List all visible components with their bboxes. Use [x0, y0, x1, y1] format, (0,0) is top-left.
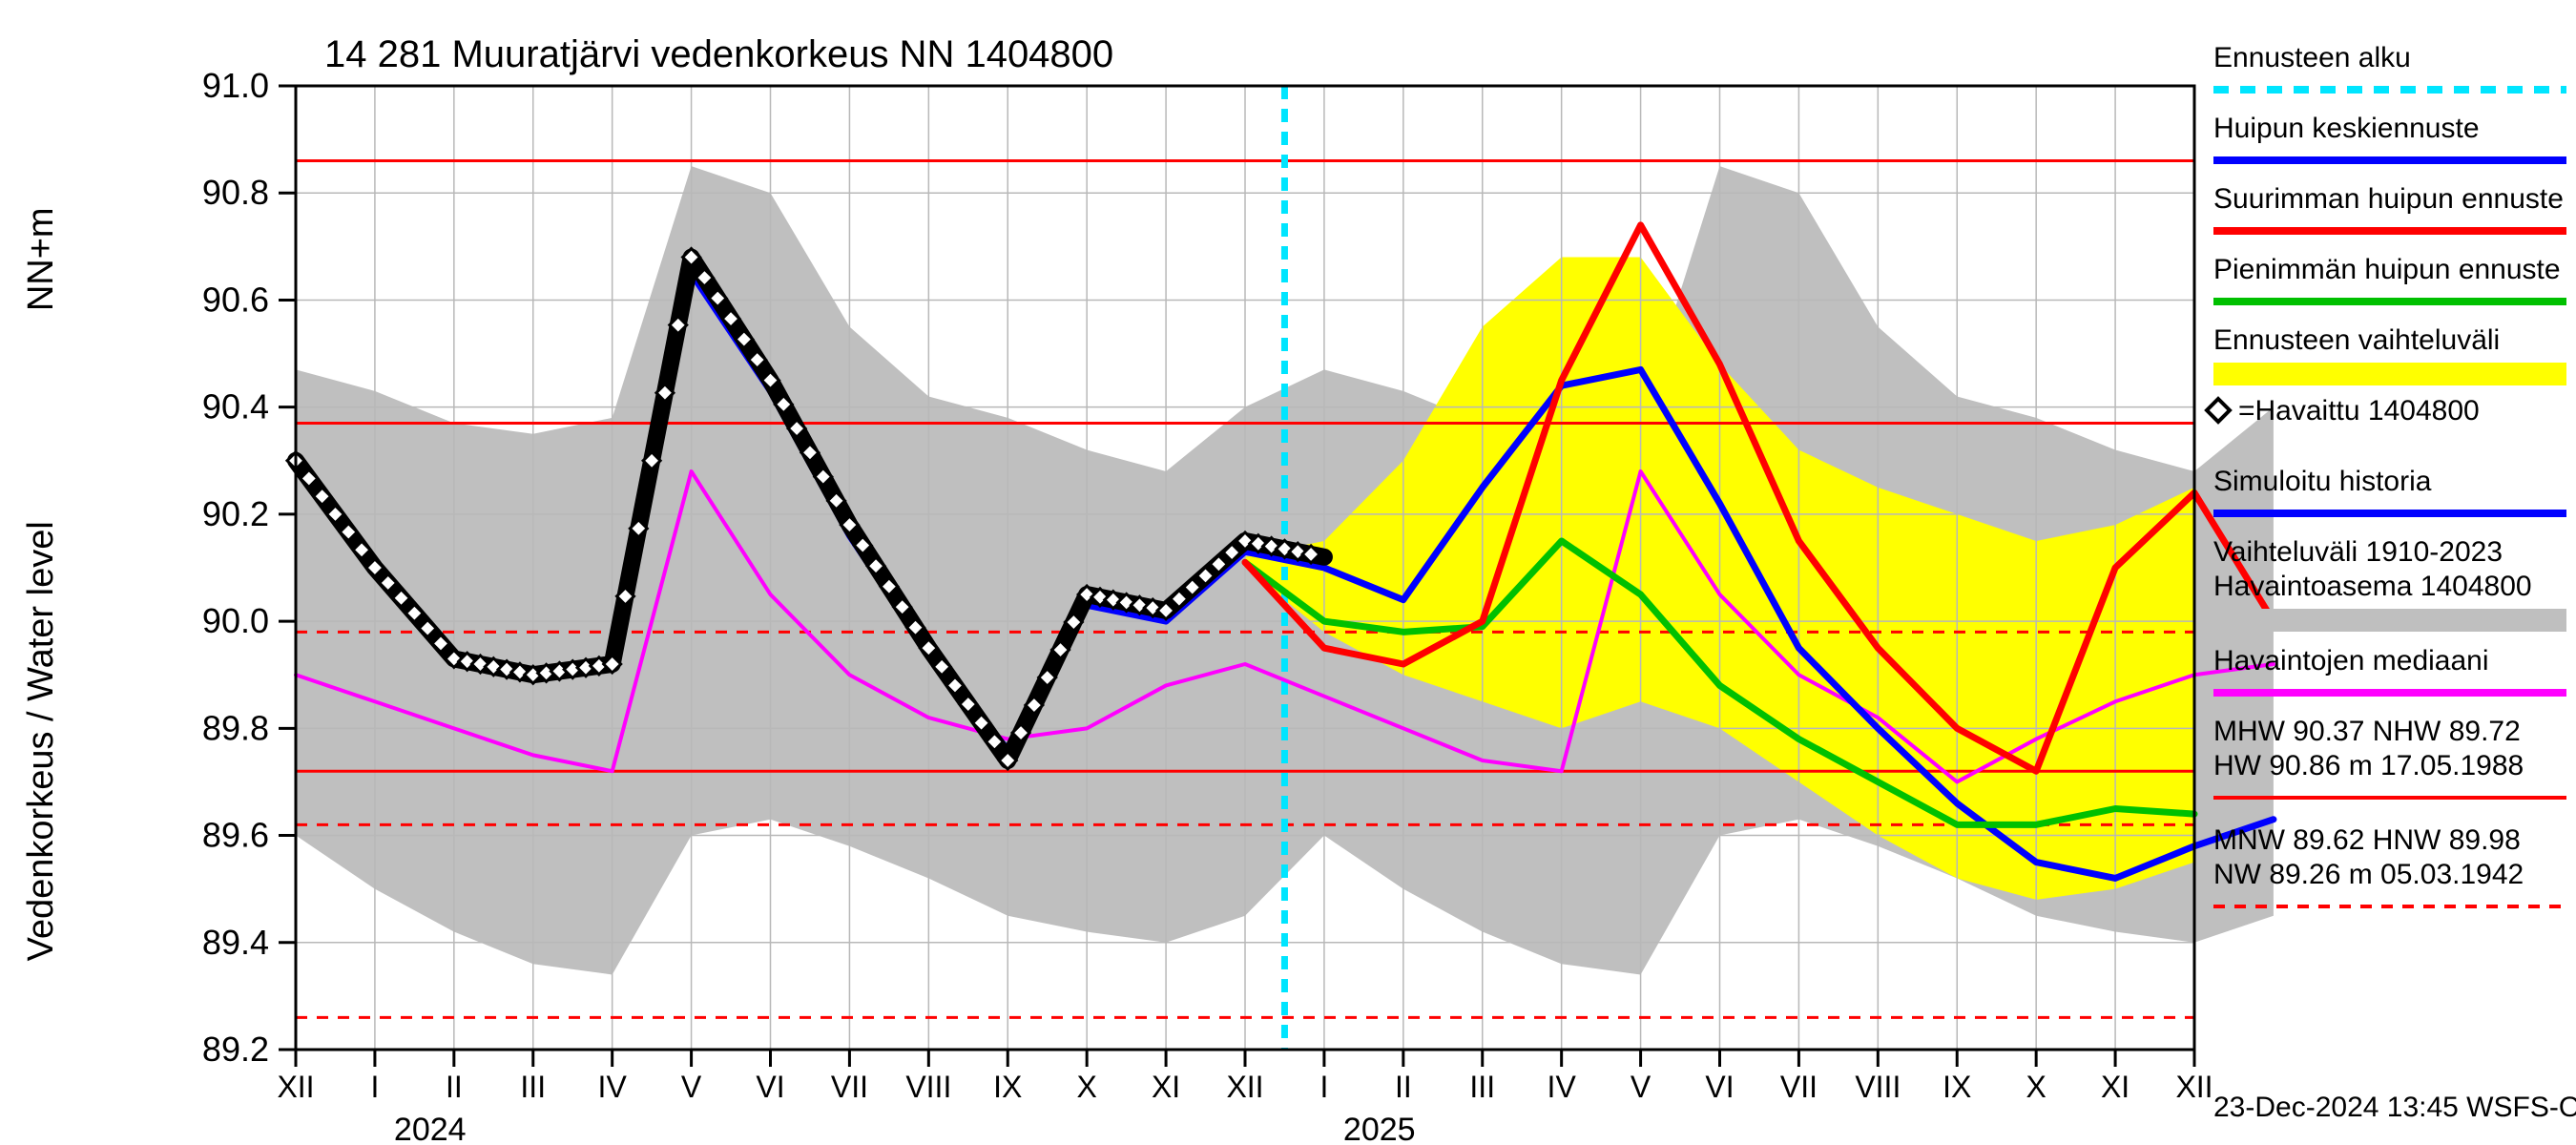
- y-axis-label-bottom: Vedenkorkeus / Water level: [21, 521, 61, 961]
- x-month-label: VIII: [1855, 1070, 1901, 1104]
- y-tick-label: 90.8: [202, 173, 269, 212]
- legend-label: Pienimmän huipun ennuste: [2213, 254, 2561, 285]
- x-month-label: VII: [831, 1070, 868, 1104]
- x-month-label: I: [1319, 1070, 1328, 1104]
- x-month-label: VII: [1780, 1070, 1818, 1104]
- legend-item: =Havaittu 1404800: [2207, 395, 2480, 427]
- x-month-label: XII: [277, 1070, 314, 1104]
- x-month-label: II: [446, 1070, 463, 1104]
- legend-label: Havaintoasema 1404800: [2213, 571, 2532, 602]
- legend-label: Suurimman huipun ennuste: [2213, 183, 2564, 215]
- x-year-label: 2024: [394, 1112, 467, 1145]
- legend-label: MNW 89.62 HNW 89.98: [2213, 824, 2521, 856]
- water-level-chart: 89.2 89.4 89.6 89.8 90.0 90.2 90.4 90.6 90.8 91.0…: [0, 0, 2576, 1145]
- x-year-label: 2025: [1343, 1112, 1416, 1145]
- legend-label: Havaintojen mediaani: [2213, 645, 2489, 677]
- x-month-label: V: [681, 1070, 702, 1104]
- x-month-label: X: [2025, 1070, 2046, 1104]
- y-tick-label: 89.2: [202, 1030, 269, 1069]
- y-tick-label: 90.2: [202, 494, 269, 533]
- y-tick-label: 89.6: [202, 816, 269, 855]
- x-month-label: XII: [1226, 1070, 1263, 1104]
- x-month-label: XI: [1152, 1070, 1180, 1104]
- legend-label: MHW 90.37 NHW 89.72: [2213, 716, 2521, 747]
- y-tick-label: 89.8: [202, 708, 269, 747]
- x-month-label: II: [1395, 1070, 1412, 1104]
- legend-label: Huipun keskiennuste: [2213, 113, 2480, 144]
- legend-label: HW 90.86 m 17.05.1988: [2213, 750, 2524, 781]
- x-month-label: X: [1076, 1070, 1096, 1104]
- x-month-label: V: [1631, 1070, 1652, 1104]
- y-tick-label: 90.4: [202, 387, 269, 427]
- legend-label: Ennusteen alku: [2213, 42, 2411, 73]
- y-tick-label: 90.6: [202, 280, 269, 319]
- y-tick-label: 89.4: [202, 923, 269, 962]
- legend-label: Ennusteen vaihteluväli: [2213, 324, 2500, 356]
- x-month-label: IV: [598, 1070, 628, 1104]
- x-month-label: XI: [2101, 1070, 2129, 1104]
- x-month-label: VI: [1705, 1070, 1734, 1104]
- legend-label: Simuloitu historia: [2213, 466, 2432, 497]
- legend-label: NW 89.26 m 05.03.1942: [2213, 859, 2524, 890]
- y-tick-label: 90.0: [202, 601, 269, 640]
- x-month-label: XII: [2175, 1070, 2212, 1104]
- x-month-label: III: [520, 1070, 546, 1104]
- x-month-label: III: [1469, 1070, 1495, 1104]
- x-month-label: VIII: [905, 1070, 951, 1104]
- legend-label: Vaihteluväli 1910-2023: [2213, 536, 2503, 568]
- x-month-label: VI: [756, 1070, 784, 1104]
- y-axis-label-top: NN+m: [21, 207, 61, 311]
- footer-timestamp: 23-Dec-2024 13:45 WSFS-O: [2213, 1092, 2576, 1123]
- y-tick-label: 91.0: [202, 66, 269, 105]
- x-month-label: IX: [1942, 1070, 1971, 1104]
- x-month-label: IV: [1548, 1070, 1577, 1104]
- chart-title: 14 281 Muuratjärvi vedenkorkeus NN 14048…: [324, 33, 1113, 75]
- legend-label: =Havaittu 1404800: [2238, 395, 2480, 427]
- x-month-label: IX: [993, 1070, 1022, 1104]
- x-month-label: I: [370, 1070, 379, 1104]
